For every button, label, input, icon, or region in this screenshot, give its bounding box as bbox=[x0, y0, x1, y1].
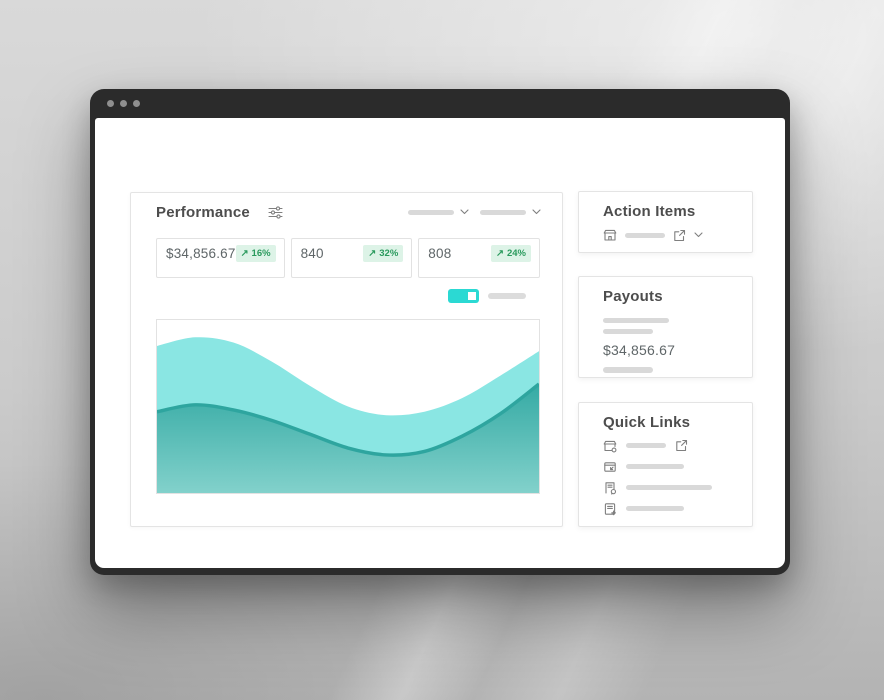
payouts-card: Payouts $34,856.67 bbox=[578, 276, 753, 378]
filter-dropdowns bbox=[408, 209, 541, 215]
metric-dropdown[interactable] bbox=[480, 209, 541, 215]
stat-card-orders: 840 ↗ 32% bbox=[290, 238, 413, 278]
payouts-placeholder-bar bbox=[603, 367, 653, 373]
stat-cards: $34,856.67 ↗ 16% 840 ↗ 32% 808 ↗ 24% bbox=[156, 238, 540, 278]
stat-value: 840 bbox=[300, 246, 324, 261]
wave-area-chart bbox=[157, 337, 539, 493]
trend-badge: ↗ 24% bbox=[491, 245, 531, 262]
trend-badge: ↗ 32% bbox=[363, 245, 404, 262]
storefront-icon bbox=[603, 229, 617, 241]
trend-up-icon: ↗ bbox=[496, 248, 504, 259]
trend-percent: 32% bbox=[379, 248, 399, 259]
date-range-dropdown[interactable] bbox=[408, 209, 469, 215]
action-item-row[interactable] bbox=[603, 228, 752, 242]
invoice-arrow-icon bbox=[604, 461, 616, 472]
chart-toggle-switch[interactable] bbox=[448, 289, 479, 303]
stat-value: $34,856.67 bbox=[166, 246, 236, 261]
performance-title: Performance bbox=[156, 204, 250, 221]
toggle-label-placeholder bbox=[488, 293, 526, 299]
trend-percent: 24% bbox=[506, 248, 526, 259]
window-control-dot[interactable] bbox=[120, 100, 127, 107]
link-label-placeholder bbox=[626, 464, 684, 469]
trend-up-icon: ↗ bbox=[368, 248, 377, 259]
payouts-placeholder-bar bbox=[603, 318, 669, 323]
action-items-title: Action Items bbox=[603, 203, 696, 220]
link-label-placeholder bbox=[626, 485, 712, 490]
filter-sliders-icon[interactable] bbox=[268, 206, 283, 219]
chevron-down-icon bbox=[460, 209, 469, 215]
window-control-dot[interactable] bbox=[133, 100, 140, 107]
payouts-title: Payouts bbox=[603, 288, 663, 305]
chevron-down-icon[interactable] bbox=[694, 232, 703, 238]
toggle-knob bbox=[466, 290, 478, 302]
external-link-icon[interactable] bbox=[673, 229, 686, 242]
link-label-placeholder bbox=[626, 506, 684, 511]
quick-link-row[interactable] bbox=[603, 502, 752, 515]
window-content: Performance bbox=[95, 118, 785, 568]
lower-wave-line bbox=[157, 382, 539, 457]
action-label-placeholder bbox=[625, 232, 665, 238]
external-link-icon[interactable] bbox=[675, 439, 688, 452]
chevron-down-icon bbox=[532, 209, 541, 215]
stat-card-revenue: $34,856.67 ↗ 16% bbox=[156, 238, 285, 278]
placeholder-bar bbox=[408, 209, 454, 215]
payouts-amount: $34,856.67 bbox=[603, 342, 676, 358]
chart-toggle-row bbox=[448, 289, 526, 303]
lower-wave-area bbox=[157, 384, 539, 493]
window-titlebar bbox=[90, 89, 790, 118]
action-items-card: Action Items bbox=[578, 191, 753, 253]
storefront-settings-icon bbox=[603, 440, 617, 452]
document-refresh-icon bbox=[605, 481, 617, 494]
browser-window: Performance bbox=[90, 89, 790, 575]
trend-up-icon: ↗ bbox=[240, 248, 249, 259]
stat-value: 808 bbox=[428, 246, 452, 261]
window-control-dot[interactable] bbox=[107, 100, 114, 107]
quick-link-row[interactable] bbox=[603, 460, 752, 473]
quick-links-title: Quick Links bbox=[603, 414, 691, 431]
quick-links-card: Quick Links bbox=[578, 402, 753, 527]
stat-card-visits: 808 ↗ 24% bbox=[418, 238, 540, 278]
document-add-icon bbox=[604, 502, 616, 515]
performance-panel: Performance bbox=[130, 192, 563, 527]
quick-link-row[interactable] bbox=[603, 481, 752, 494]
link-label-placeholder bbox=[626, 443, 666, 448]
trend-badge: ↗ 16% bbox=[235, 245, 276, 262]
quick-link-row[interactable] bbox=[603, 439, 752, 452]
payouts-placeholder-bar bbox=[603, 329, 653, 334]
performance-chart bbox=[156, 319, 540, 494]
placeholder-bar bbox=[480, 209, 526, 215]
trend-percent: 16% bbox=[251, 248, 271, 259]
